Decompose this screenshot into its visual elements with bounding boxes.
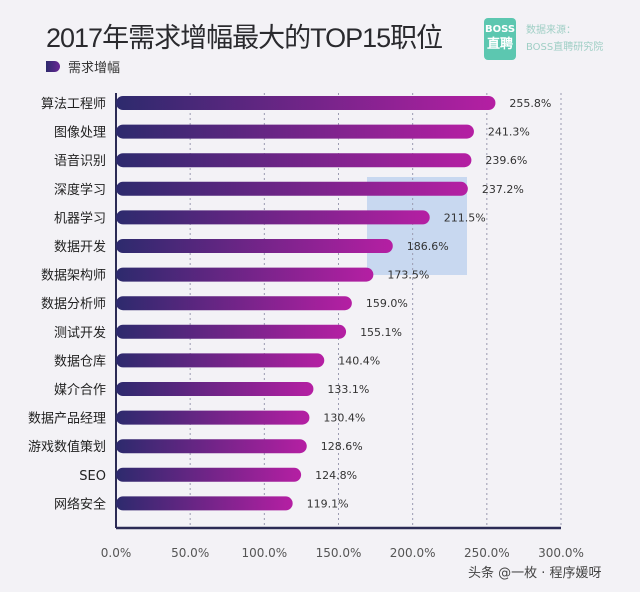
category-label: 图像处理 — [54, 126, 106, 141]
bar — [116, 353, 325, 368]
bar — [116, 96, 496, 110]
category-label: 语音识别 — [54, 153, 106, 169]
bar — [116, 124, 474, 139]
category-label: 算法工程师 — [41, 97, 106, 112]
watermark-credit: 头条 @一枚 · 程序媛呀 — [468, 566, 602, 581]
data-label: 124.8% — [315, 469, 357, 482]
chart-title: 2017年需求增幅最大的TOP15职位 — [46, 23, 443, 53]
data-label: 155.1% — [360, 326, 402, 339]
data-label: 241.3% — [488, 126, 530, 139]
category-label: 测试开发 — [54, 325, 106, 341]
bar — [116, 267, 374, 282]
bar — [116, 496, 293, 511]
data-label: 119.1% — [307, 497, 349, 510]
bar — [116, 382, 314, 396]
x-tick-label: 300.0% — [538, 546, 584, 560]
category-label: 游戏数值策划 — [28, 439, 106, 455]
category-label: 数据分析师 — [41, 297, 106, 312]
boss-logo: BOSS 直聘 — [484, 18, 516, 60]
bar — [116, 153, 472, 168]
data-label: 173.5% — [387, 269, 429, 282]
x-tick-label: 0.0% — [101, 546, 132, 560]
data-label: 128.6% — [321, 440, 363, 453]
legend-label: 需求增幅 — [68, 61, 121, 76]
legend: 需求增幅 — [46, 57, 120, 76]
data-label: 133.1% — [327, 383, 369, 396]
data-label: 186.6% — [407, 240, 449, 253]
data-label: 140.4% — [338, 354, 380, 367]
legend-swatch — [46, 61, 60, 72]
data-source: 数据来源： BOSS直聘研究院 — [526, 25, 604, 53]
category-label: 数据产品经理 — [28, 412, 106, 427]
category-label: 数据仓库 — [54, 353, 106, 369]
data-label: 211.5% — [444, 211, 486, 224]
category-label: 深度学习 — [54, 182, 106, 198]
category-label: 媒介合作 — [54, 383, 106, 398]
x-tick-label: 100.0% — [241, 546, 287, 560]
bar — [116, 439, 307, 454]
x-tick-label: 50.0% — [171, 546, 209, 560]
x-tick-label: 250.0% — [464, 546, 510, 560]
bar — [116, 239, 393, 253]
category-label: 网络安全 — [54, 496, 106, 512]
x-tick-label: 200.0% — [390, 546, 436, 560]
bar — [116, 410, 310, 425]
category-label: 机器学习 — [54, 210, 106, 226]
category-label: 数据架构师 — [41, 269, 106, 284]
data-label: 159.0% — [366, 297, 408, 310]
bar — [116, 467, 302, 482]
bar — [116, 296, 352, 311]
bar — [116, 210, 430, 225]
data-label: 130.4% — [323, 412, 365, 425]
x-tick-label: 150.0% — [316, 546, 362, 560]
data-label: 255.8% — [509, 97, 551, 110]
bar — [116, 181, 468, 196]
bar — [116, 324, 347, 339]
data-label: 239.6% — [485, 154, 527, 167]
category-label: 数据开发 — [54, 239, 106, 255]
category-label: SEO — [79, 469, 106, 484]
data-label: 237.2% — [482, 183, 524, 196]
